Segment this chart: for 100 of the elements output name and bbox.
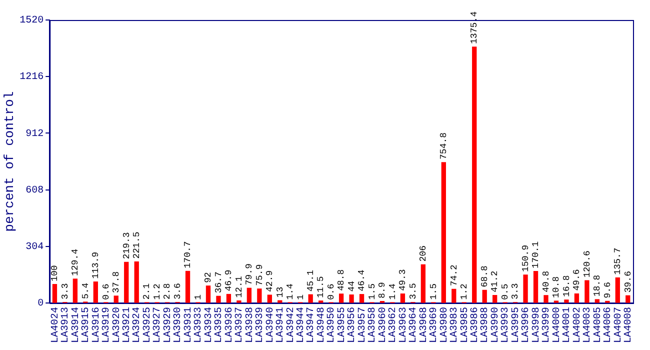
bar — [349, 294, 354, 303]
x-tick-label: LA3969 — [429, 307, 440, 344]
bar — [615, 277, 620, 303]
x-tick-label: LA3964 — [408, 307, 420, 344]
bar — [216, 296, 221, 303]
bar — [492, 295, 498, 303]
data-label: 45.1 — [306, 270, 316, 292]
data-label: 9.6 — [602, 282, 613, 298]
data-label: 1.5 — [428, 284, 439, 300]
bar — [124, 262, 129, 303]
x-tick-label: LA3934 — [204, 307, 215, 344]
data-label: 92 — [204, 272, 214, 283]
x-tick-label: LA3960 — [378, 307, 389, 344]
data-label: 129.4 — [70, 248, 81, 276]
x-tick-label: LA3940 — [265, 307, 276, 344]
x-tick-label: LA3957 — [357, 307, 368, 344]
data-label: 79.9 — [244, 264, 255, 286]
y-axis-title: percent of control — [2, 91, 18, 232]
x-tick-label: LA4003 — [582, 307, 594, 344]
data-label: 0.6 — [101, 284, 112, 300]
x-tick-label: LA3930 — [173, 307, 184, 344]
data-label: 113.9 — [91, 252, 102, 279]
data-label: 170.1 — [531, 241, 542, 268]
data-label: 46.9 — [224, 270, 234, 292]
bar — [52, 284, 58, 303]
data-label: 5.4 — [80, 282, 91, 299]
x-tick-label: LA3942 — [286, 307, 297, 344]
x-tick-label: LA3933 — [194, 307, 205, 344]
data-label: 0.6 — [326, 284, 336, 300]
data-label: 219.3 — [122, 232, 132, 260]
x-tick-label: LA3927 — [152, 307, 164, 344]
data-label: 44 — [346, 280, 357, 292]
bar — [400, 293, 406, 303]
data-label: 13 — [275, 286, 286, 298]
x-tick-label: LA3937 — [234, 307, 246, 344]
bar — [594, 299, 600, 303]
y-tick-label: 304 — [26, 242, 44, 254]
data-label: 1.2 — [152, 284, 162, 300]
bar — [114, 296, 118, 303]
bar — [420, 264, 426, 303]
x-tick-label: LA3980 — [439, 307, 450, 344]
bar — [441, 162, 446, 303]
x-tick-label: LA3935 — [214, 307, 226, 344]
x-tick-label: LA4001 — [562, 307, 574, 344]
data-label: 18.8 — [592, 274, 603, 296]
bar — [308, 294, 313, 303]
data-label: 3.6 — [172, 283, 183, 300]
data-label: 48.8 — [336, 269, 347, 291]
x-tick-label: LA3921 — [122, 307, 134, 344]
data-label: 68.8 — [480, 266, 490, 288]
data-label: 75.9 — [254, 264, 265, 286]
x-tick-label: LA3924 — [132, 307, 144, 344]
bar — [533, 271, 538, 303]
data-label: 1.5 — [367, 284, 378, 300]
data-label: 49.6 — [572, 269, 582, 291]
data-label: 135.7 — [613, 248, 624, 275]
x-tick-label: LA4005 — [592, 307, 604, 344]
bar — [584, 280, 590, 303]
x-tick-label: LA3916 — [91, 307, 102, 344]
data-label: 39.6 — [623, 271, 634, 293]
x-tick-label: LA3996 — [521, 307, 532, 344]
data-label: 150.9 — [520, 244, 531, 272]
x-tick-label: LA3931 — [183, 307, 194, 344]
x-tick-label: LA3919 — [102, 307, 113, 344]
y-tick-label: 1216 — [20, 72, 44, 84]
data-label: 0.5 — [500, 284, 510, 300]
data-label: 74.2 — [449, 264, 460, 286]
x-tick-label: LA3993 — [500, 307, 512, 344]
x-tick-label: LA3950 — [326, 307, 338, 344]
x-tick-label: LA4007 — [613, 307, 624, 344]
data-label: 1375.4 — [470, 12, 480, 44]
data-label: 206 — [418, 245, 429, 262]
data-label: 754.8 — [439, 132, 450, 160]
data-label: 1 — [193, 294, 204, 300]
data-label: 16.8 — [562, 275, 572, 297]
data-label: 40.8 — [541, 270, 552, 292]
data-label: 1 — [296, 294, 306, 300]
bar — [134, 261, 139, 303]
x-tick-label: LA3998 — [531, 307, 542, 344]
data-label: 1.4 — [286, 284, 296, 300]
bar — [338, 294, 344, 303]
x-tick-label: LA4006 — [603, 307, 614, 344]
data-label: 1.4 — [388, 284, 398, 300]
x-tick-label: LA3914 — [70, 307, 82, 344]
x-tick-label: LA4008 — [624, 307, 635, 344]
bar — [626, 295, 630, 303]
bar — [206, 286, 211, 303]
bar — [226, 294, 232, 303]
bar — [257, 288, 262, 303]
bar — [452, 288, 456, 303]
x-tick-label: LA3990 — [490, 307, 502, 344]
bar — [246, 288, 252, 303]
x-tick-label: LA3986 — [470, 307, 481, 344]
data-label: 3.3 — [510, 283, 521, 300]
x-tick-label: LA3915 — [81, 307, 92, 344]
x-tick-label: LA4000 — [552, 307, 563, 344]
x-tick-label: LA3948 — [316, 307, 328, 344]
y-tick-label: 912 — [26, 128, 44, 140]
x-tick-label: LA3925 — [142, 307, 154, 344]
data-label: 46.4 — [357, 270, 368, 292]
